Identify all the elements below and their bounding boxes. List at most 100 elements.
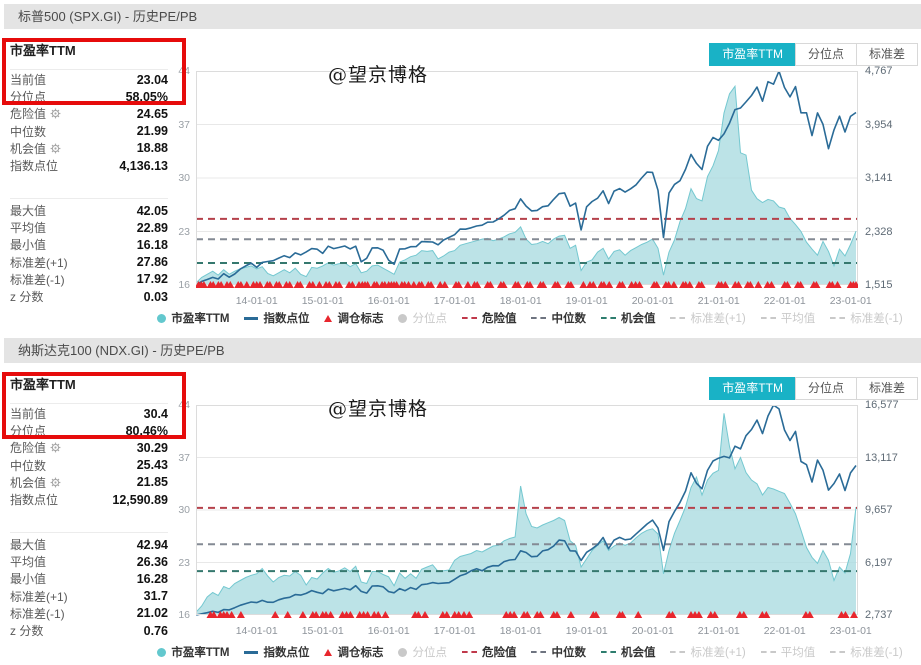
stat-label-text: 机会值	[10, 475, 47, 490]
legend-item-中位数[interactable]: 中位数	[531, 644, 586, 660]
pe-area-edge	[195, 413, 857, 613]
stat-row: 分位点 58.05%	[10, 88, 168, 105]
tab-percentile[interactable]: 分位点	[794, 43, 857, 66]
legend-item-调仓标志[interactable]: 调仓标志	[324, 644, 383, 660]
circle-marker-icon	[398, 647, 408, 657]
rebalance-mark	[440, 281, 449, 288]
legend-label: 机会值	[620, 313, 656, 325]
y-tick-label: 9,657	[865, 504, 893, 516]
x-tick-label: 18-01-01	[499, 295, 542, 307]
rebalance-mark	[414, 611, 423, 618]
legend-label: 标准差(-1)	[850, 313, 903, 325]
legend-item-标准差(-1)[interactable]: 标准差(-1)	[830, 310, 903, 326]
y-tick-label: 1,515	[865, 279, 893, 291]
rebalance-mark	[392, 281, 401, 288]
x-tick-label: 14-01-01	[235, 625, 278, 637]
x-tick-label: 17-01-01	[433, 625, 476, 637]
rebalance-mark	[404, 281, 413, 288]
legend-item-平均值[interactable]: 平均值	[760, 310, 815, 326]
x-tick-label: 22-01-01	[763, 625, 806, 637]
rebalance-mark	[739, 611, 748, 618]
stat-label-text: 平均值	[10, 221, 47, 236]
stat-value: 58.05%	[125, 89, 168, 104]
chart-legend: 市盈率TTM 指数点位 调仓标志 分位点 危险值 中位数 机会值 标准差(+1) 平均值 标准差(…	[157, 310, 903, 326]
sidebar-metric-title: 市盈率TTM	[10, 374, 168, 404]
stat-label: 指数点位	[10, 157, 58, 174]
dash-marker-icon	[461, 317, 477, 319]
index-line-series	[196, 404, 857, 616]
y-tick-label: 13,117	[865, 451, 898, 464]
rebalance-mark	[298, 611, 307, 618]
rebalance-mark	[209, 281, 218, 288]
legend-label: 调仓标志	[337, 313, 384, 325]
legend-label: 中位数	[551, 313, 586, 325]
stat-label-text: 分位点	[10, 90, 47, 105]
legend-item-平均值[interactable]: 平均值	[760, 644, 815, 660]
stat-row: 机会值 21.85	[10, 474, 168, 491]
gear-icon[interactable]	[50, 442, 61, 453]
gear-icon[interactable]	[50, 108, 61, 119]
rebalance-mark	[634, 611, 643, 618]
legend-item-指数点位[interactable]: 指数点位	[244, 644, 309, 660]
tab-pe-ttm[interactable]: 市盈率TTM	[709, 43, 796, 66]
legend-item-市盈率TTM[interactable]: 市盈率TTM	[157, 644, 229, 660]
legend-item-标准差(+1)[interactable]: 标准差(+1)	[670, 310, 746, 326]
rebalance-mark	[242, 281, 251, 288]
x-tick-label: 16-01-01	[367, 625, 410, 637]
legend-item-分位点[interactable]: 分位点	[398, 644, 447, 660]
rebalance-mark	[605, 281, 614, 288]
rebalance-mark	[841, 611, 850, 618]
stat-label-text: 最大值	[10, 204, 47, 219]
panel-title: 标普500 (SPX.GI) - 历史PE/PB	[4, 4, 921, 29]
stat-label-text: 指数点位	[10, 159, 59, 174]
legend-item-危险值[interactable]: 危险值	[461, 310, 516, 326]
stat-value: 0.76	[143, 623, 168, 638]
legend-item-机会值[interactable]: 机会值	[600, 644, 656, 660]
tab-stddev[interactable]: 标准差	[855, 43, 918, 66]
stat-row: 最大值 42.94	[10, 536, 168, 553]
rebalance-mark	[372, 281, 381, 288]
stat-row: z 分数 0.76	[10, 622, 168, 639]
x-tick-label: 20-01-01	[631, 625, 674, 637]
legend-item-中位数[interactable]: 中位数	[531, 310, 586, 326]
rebalance-mark	[409, 281, 418, 288]
stat-label-text: 平均值	[10, 555, 47, 570]
rebalance-mark	[363, 611, 372, 618]
y-tick-label: 2,737	[865, 609, 893, 621]
legend-item-调仓标志[interactable]: 调仓标志	[324, 310, 383, 326]
rebalance-mark	[664, 281, 673, 288]
tab-percentile[interactable]: 分位点	[794, 377, 857, 400]
legend-label: 机会值	[620, 647, 656, 659]
rebalance-mark	[812, 281, 821, 288]
rebalance-mark	[833, 281, 842, 288]
rebalance-mark	[805, 611, 814, 618]
y-tick-label: 2,328	[865, 225, 893, 238]
x-tick-label: 21-01-01	[697, 625, 740, 637]
gear-icon[interactable]	[50, 143, 61, 154]
legend-item-标准差(-1)[interactable]: 标准差(-1)	[830, 644, 903, 660]
legend-item-标准差(+1)[interactable]: 标准差(+1)	[670, 644, 746, 660]
legend-item-市盈率TTM[interactable]: 市盈率TTM	[157, 310, 229, 326]
legend-item-分位点[interactable]: 分位点	[398, 310, 447, 326]
rebalance-mark	[592, 611, 600, 618]
watermark-text: @望京博格	[328, 64, 429, 86]
gear-icon[interactable]	[50, 477, 61, 488]
tab-pe-ttm[interactable]: 市盈率TTM	[709, 377, 796, 400]
stat-label-text: 危险值	[10, 441, 47, 456]
y-tick-label: 37	[178, 118, 190, 131]
legend-item-危险值[interactable]: 危险值	[461, 644, 516, 660]
rebalance-mark	[635, 281, 644, 288]
stat-value: 31.7	[143, 589, 168, 604]
stat-row: 分位点 80.46%	[10, 422, 168, 439]
legend-item-指数点位[interactable]: 指数点位	[244, 310, 309, 326]
stat-label-text: 标准差(-1)	[10, 606, 65, 621]
stat-label-text: z 分数	[10, 290, 44, 305]
stat-label: 最小值	[10, 236, 46, 253]
line-marker-icon	[244, 316, 259, 320]
rebalance-mark	[694, 611, 703, 618]
rebalance-mark	[315, 281, 324, 288]
tab-stddev[interactable]: 标准差	[855, 377, 918, 400]
rebalance-mark	[579, 281, 588, 288]
legend-item-机会值[interactable]: 机会值	[600, 310, 656, 326]
rebalance-mark	[312, 611, 321, 618]
